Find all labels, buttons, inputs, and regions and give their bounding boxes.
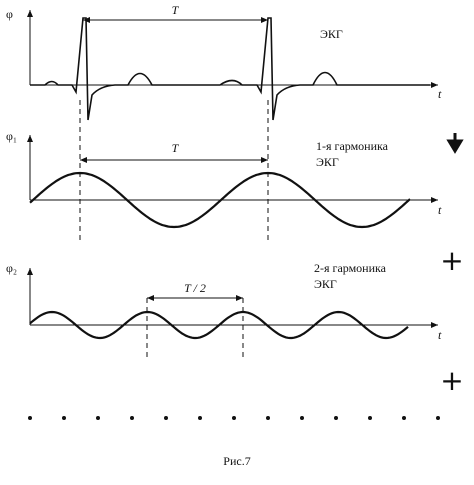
- ellipsis-dots: [28, 416, 440, 420]
- second-harmonic: [29, 310, 409, 340]
- caption: 2-я гармоника: [314, 261, 387, 275]
- dot: [266, 416, 270, 420]
- x-label: t: [438, 87, 442, 101]
- plus-sign: +: [440, 364, 463, 397]
- dot: [62, 416, 66, 420]
- dot: [232, 416, 236, 420]
- caption: 1-я гармоника: [316, 139, 389, 153]
- y-label: φ: [6, 7, 13, 21]
- x-label: t: [438, 203, 442, 217]
- dot: [198, 416, 202, 420]
- dot: [334, 416, 338, 420]
- period-label: T: [172, 141, 180, 155]
- dot: [164, 416, 168, 420]
- dot: [300, 416, 304, 420]
- caption: ЭКГ: [314, 277, 337, 291]
- dot: [368, 416, 372, 420]
- y-label: φ₁: [6, 129, 17, 143]
- dot: [28, 416, 32, 420]
- period-label: T / 2: [184, 281, 206, 295]
- down-arrow: [446, 133, 464, 154]
- y-label: φ₂: [6, 261, 17, 275]
- caption: ЭКГ: [316, 155, 339, 169]
- first-harmonic: [29, 171, 411, 229]
- dot: [130, 416, 134, 420]
- caption: ЭКГ: [320, 27, 343, 41]
- figure-caption: Рис.7: [223, 454, 250, 468]
- dot: [402, 416, 406, 420]
- period-label: T: [172, 3, 180, 17]
- ecg-curve: [30, 17, 430, 121]
- plus-sign: +: [440, 244, 463, 277]
- dot: [436, 416, 440, 420]
- dot: [96, 416, 100, 420]
- x-label: t: [438, 328, 442, 342]
